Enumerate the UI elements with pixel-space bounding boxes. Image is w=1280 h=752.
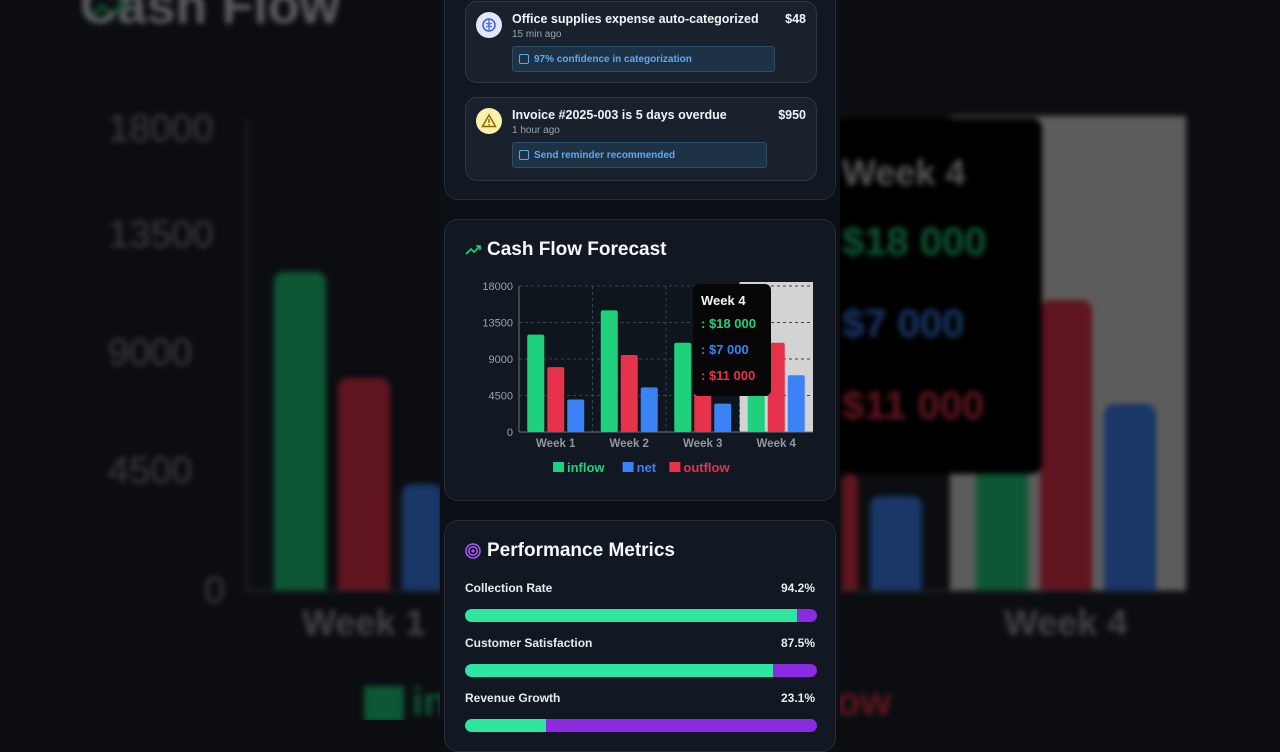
bg-bar xyxy=(842,474,858,590)
metric-progress-fill xyxy=(465,609,797,622)
bg-bar xyxy=(338,378,390,590)
alert-amount: $48 xyxy=(785,12,806,26)
bg-bar xyxy=(870,496,922,590)
y-tick-label: 4500 xyxy=(489,391,513,403)
metric-progress-bar xyxy=(465,609,817,622)
bg-legend-outflow: ow xyxy=(836,680,892,720)
alert-amount: $950 xyxy=(778,108,806,122)
y-tick-label: 0 xyxy=(507,427,513,439)
legend-label: inflow xyxy=(567,460,605,475)
performance-metrics-card: Performance Metrics Collection Rate 94.2… xyxy=(444,520,836,752)
bar-net xyxy=(714,403,732,432)
bg-y-tick: 4500 xyxy=(108,450,193,492)
section-title: Cash Flow Forecast xyxy=(487,239,667,260)
cash-flow-forecast-card: Cash Flow Forecast 0 4500 9000 13500 18000 We… xyxy=(444,219,836,501)
bg-legend-inflow: in xyxy=(364,680,448,720)
bg-y-tick: 13500 xyxy=(108,214,214,256)
alert-title: Office supplies expense auto-categorized xyxy=(512,12,759,26)
x-tick-label: Week 1 xyxy=(536,438,576,450)
chart-tooltip: Week 4 : $18 000 : $7 000 : $11 000 xyxy=(693,284,771,396)
trend-icon xyxy=(86,0,130,22)
brain-icon xyxy=(476,12,502,38)
metric-value: 87.5% xyxy=(780,636,815,650)
metric-value: 94.2% xyxy=(780,581,815,595)
y-tick-label: 9000 xyxy=(489,354,513,366)
bar-outflow xyxy=(547,367,565,432)
legend-label: net xyxy=(637,460,657,475)
cash-flow-chart[interactable]: 0 4500 9000 13500 18000 Week 1 Week 2 Week 3 Wee… xyxy=(445,220,835,500)
metric-progress-bar xyxy=(465,719,817,732)
bg-y-tick: 18000 xyxy=(108,108,214,150)
bar-net xyxy=(567,399,585,432)
background-blur: Cash Flow 18000 13500 9000 4500 0 Week 1… xyxy=(80,0,1186,720)
metric-progress-fill xyxy=(465,664,773,677)
legend-swatch xyxy=(669,462,681,472)
bar-inflow xyxy=(527,334,545,432)
bg-tooltip-outflow: $11 000 xyxy=(842,384,985,428)
target-icon xyxy=(465,543,481,559)
bg-bar xyxy=(1040,300,1092,590)
bg-tooltip: Week 4 $18 000 $7 000 $11 000 xyxy=(836,118,1042,474)
tooltip-net: : $7 000 xyxy=(701,342,749,357)
bar-net xyxy=(787,375,805,432)
x-tick-label: Week 4 xyxy=(757,438,797,450)
alert-hint[interactable]: 97% confidence in categorization xyxy=(512,46,775,72)
bar-inflow xyxy=(674,342,692,432)
tooltip-week: Week 4 xyxy=(701,293,746,308)
bar-outflow xyxy=(767,342,785,432)
alert-hint[interactable]: Send reminder recommended xyxy=(512,142,767,168)
alert-item[interactable]: Invoice #2025-003 is 5 days overdue 1 ho… xyxy=(465,97,817,181)
alert-item[interactable]: Office supplies expense auto-categorized… xyxy=(465,1,817,83)
alert-time: 15 min ago xyxy=(512,29,562,40)
app-column: Office supplies expense auto-categorized… xyxy=(440,0,840,752)
metric-label: Customer Satisfaction xyxy=(465,636,593,650)
metric-label: Revenue Growth xyxy=(465,691,561,705)
bar-net xyxy=(640,387,658,432)
bg-bar xyxy=(274,272,326,590)
bg-bar xyxy=(1104,404,1156,590)
tooltip-outflow: : $11 000 xyxy=(701,368,756,383)
alert-time: 1 hour ago xyxy=(512,125,560,136)
metric-progress-fill xyxy=(465,719,547,732)
bg-bar xyxy=(402,484,442,590)
y-tick-label: 18000 xyxy=(482,281,513,293)
background-title: Cash Flow xyxy=(80,0,341,35)
metric-value: 23.1% xyxy=(780,691,815,705)
bg-tooltip-net: $7 000 xyxy=(842,302,965,346)
metric-label: Collection Rate xyxy=(465,581,553,595)
x-tick-label: Week 3 xyxy=(683,438,722,450)
bar-outflow xyxy=(620,354,638,432)
bar-inflow xyxy=(600,310,618,432)
legend-swatch xyxy=(553,462,564,472)
section-title: Performance Metrics xyxy=(487,540,675,561)
tooltip-inflow: : $18 000 xyxy=(701,316,756,331)
legend-label: outflow xyxy=(683,460,730,475)
bg-tooltip-week: Week 4 xyxy=(842,152,966,193)
bg-x-label: Week 1 xyxy=(302,602,426,643)
x-tick-label: Week 2 xyxy=(610,438,649,450)
bg-x-label: Week 4 xyxy=(1004,602,1128,643)
alert-title: Invoice #2025-003 is 5 days overdue xyxy=(512,108,727,122)
bg-y-tick: 0 xyxy=(204,570,226,612)
info-icon xyxy=(519,150,529,160)
legend-swatch xyxy=(622,462,634,472)
trend-icon xyxy=(465,245,481,255)
warning-icon xyxy=(476,108,502,134)
bg-tooltip-inflow: $18 000 xyxy=(842,220,987,264)
y-tick-label: 13500 xyxy=(482,318,513,330)
bg-y-tick: 9000 xyxy=(108,332,193,374)
metric-progress-bar xyxy=(465,664,817,677)
info-icon xyxy=(519,54,529,64)
ai-alerts-card: Office supplies expense auto-categorized… xyxy=(444,0,836,200)
bg-axis xyxy=(246,118,248,590)
